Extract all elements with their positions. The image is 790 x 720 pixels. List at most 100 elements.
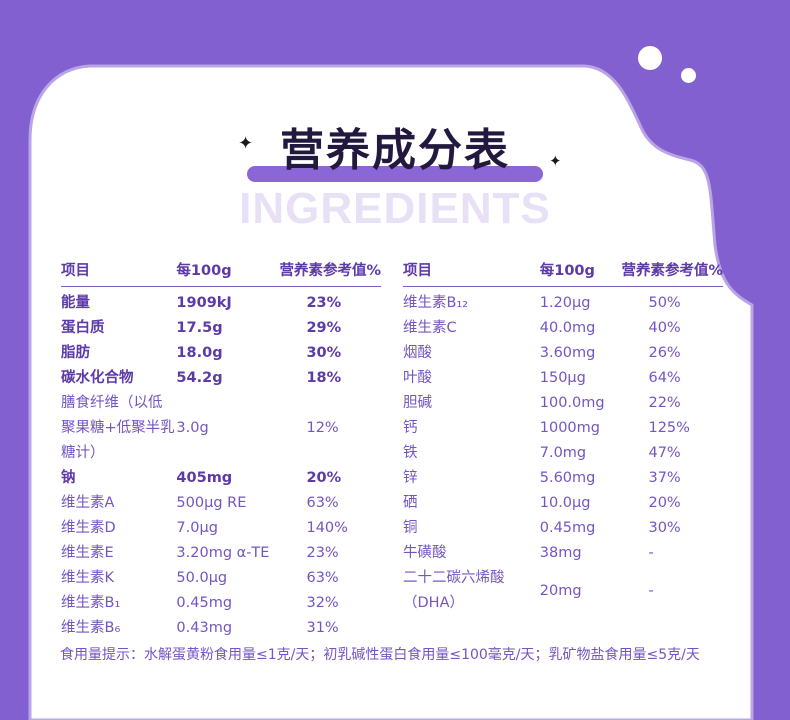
nutrition-table-right: 项目 每100g 营养素参考值% 维生素B₁₂ 1.20μg 50% 维生素C 40.0…	[403, 258, 723, 616]
cell-per100g: 405mg	[176, 470, 233, 486]
cell-item: 维生素B₁₂	[403, 295, 469, 311]
page-title: 营养成分表	[280, 125, 510, 176]
header-nrv: 营养素参考值%	[611, 258, 723, 287]
cell-item: 二十二碳六烯酸（DHA）	[403, 570, 505, 611]
cell-nrv: 22%	[648, 395, 681, 411]
table-row: 烟酸 3.60mg 26%	[403, 341, 723, 366]
cell-item: 膳食纤维（以低聚果糖+低聚半乳糖计）	[61, 395, 175, 461]
cell-nrv: 63%	[306, 495, 339, 511]
cell-item: 硒	[403, 495, 418, 511]
cell-nrv: 125%	[648, 420, 690, 436]
cell-item: 维生素A	[61, 495, 115, 511]
cell-nrv: 12%	[306, 420, 339, 436]
cell-item: 钠	[61, 470, 76, 486]
cell-per100g: 1000mg	[539, 420, 600, 436]
table-row: 叶酸 150μg 64%	[403, 366, 723, 391]
table-row: 蛋白质 17.5g 29%	[61, 316, 381, 341]
table-row: 铁 7.0mg 47%	[403, 441, 723, 466]
nutrition-table-left: 项目 每100g 营养素参考值% 能量 1909kJ 23% 蛋白质 17.5g 29% 脂…	[61, 258, 381, 641]
cell-item: 维生素D	[61, 520, 116, 536]
cell-item: 脂肪	[61, 345, 90, 361]
cell-item: 维生素B₆	[61, 620, 121, 636]
cell-nrv: 23%	[306, 545, 339, 561]
table-row: 钠 405mg 20%	[61, 466, 381, 491]
cell-nrv: 140%	[306, 520, 348, 536]
cell-item: 叶酸	[403, 370, 432, 386]
cell-nrv: 31%	[306, 620, 339, 636]
table-row: 维生素A 500μg RE 63%	[61, 491, 381, 516]
table-row: 维生素B₆ 0.43mg 31%	[61, 616, 381, 641]
header-item: 项目	[61, 258, 177, 287]
cell-nrv: 18%	[306, 370, 342, 386]
table-row: 二十二碳六烯酸（DHA） 20mg -	[403, 566, 723, 616]
cell-nrv: 26%	[648, 345, 681, 361]
cell-nrv: 32%	[306, 595, 339, 611]
cell-nrv: 20%	[306, 470, 342, 486]
cell-item: 铁	[403, 445, 418, 461]
sparkle-icon: ✦	[238, 133, 254, 154]
cell-nrv: 20%	[648, 495, 681, 511]
cell-per100g: 0.43mg	[176, 620, 233, 636]
cell-item: 能量	[61, 295, 90, 311]
cell-item: 牛磺酸	[403, 545, 447, 561]
bubble-large	[638, 46, 662, 70]
table-row: 铜 0.45mg 30%	[403, 516, 723, 541]
table-row: 膳食纤维（以低聚果糖+低聚半乳糖计） 3.0g 12%	[61, 391, 381, 466]
cell-nrv: 64%	[648, 370, 681, 386]
cell-per100g: 3.60mg	[539, 345, 596, 361]
cell-item: 钙	[403, 420, 418, 436]
table-row: 碳水化合物 54.2g 18%	[61, 366, 381, 391]
table-row: 胆碱 100.0mg 22%	[403, 391, 723, 416]
cell-per100g: 18.0g	[176, 345, 223, 361]
header-nrv: 营养素参考值%	[269, 258, 381, 287]
cell-per100g: 10.0μg	[539, 495, 591, 511]
cell-nrv: 37%	[648, 470, 681, 486]
cell-per100g: 17.5g	[176, 320, 223, 336]
cell-per100g: 3.0g	[176, 420, 209, 436]
table-row: 维生素B₁₂ 1.20μg 50%	[403, 287, 723, 317]
cell-item: 胆碱	[403, 395, 432, 411]
cell-item: 维生素B₁	[61, 595, 121, 611]
cell-per100g: 38mg	[539, 545, 582, 561]
cell-per100g: 1909kJ	[176, 295, 232, 311]
cell-per100g: 7.0μg	[176, 520, 218, 536]
table-row: 维生素C 40.0mg 40%	[403, 316, 723, 341]
table-row: 脂肪 18.0g 30%	[61, 341, 381, 366]
table-row: 能量 1909kJ 23%	[61, 287, 381, 317]
header-item: 项目	[403, 258, 540, 287]
header-per100g: 每100g	[176, 258, 270, 287]
cell-nrv: 30%	[648, 520, 681, 536]
sparkle-icon: ✦	[549, 152, 562, 170]
table-row: 维生素D 7.0μg 140%	[61, 516, 381, 541]
cell-per100g: 1.20μg	[539, 295, 591, 311]
cell-nrv: 40%	[648, 320, 681, 336]
cell-nrv: 50%	[648, 295, 681, 311]
table-row: 维生素E 3.20mg α-TE 23%	[61, 541, 381, 566]
cell-per100g: 20mg	[539, 582, 582, 599]
cell-nrv: 23%	[306, 295, 342, 311]
table-row: 维生素K 50.0μg 63%	[61, 566, 381, 591]
cell-per100g: 100.0mg	[539, 395, 605, 411]
bubble-small	[681, 68, 696, 83]
cell-item: 锌	[403, 470, 418, 486]
cell-item: 碳水化合物	[61, 370, 134, 386]
cell-nrv: 63%	[306, 570, 339, 586]
cell-per100g: 3.20mg α-TE	[176, 545, 270, 561]
watermark-text: INGREDIENTS	[239, 184, 551, 233]
table-row: 锌 5.60mg 37%	[403, 466, 723, 491]
cell-nrv: -	[648, 582, 654, 599]
cell-item: 烟酸	[403, 345, 432, 361]
cell-nrv: 47%	[648, 445, 681, 461]
cell-nrv: 29%	[306, 320, 342, 336]
cell-nrv: 30%	[306, 345, 342, 361]
cell-item: 维生素K	[61, 570, 115, 586]
cell-item: 维生素E	[61, 545, 114, 561]
header-per100g: 每100g	[539, 258, 612, 287]
cell-per100g: 0.45mg	[539, 520, 596, 536]
cell-per100g: 500μg RE	[176, 495, 247, 511]
table-row: 硒 10.0μg 20%	[403, 491, 723, 516]
title-highlight	[247, 166, 543, 182]
cell-nrv: -	[648, 545, 654, 561]
table-row: 钙 1000mg 125%	[403, 416, 723, 441]
cell-per100g: 7.0mg	[539, 445, 587, 461]
